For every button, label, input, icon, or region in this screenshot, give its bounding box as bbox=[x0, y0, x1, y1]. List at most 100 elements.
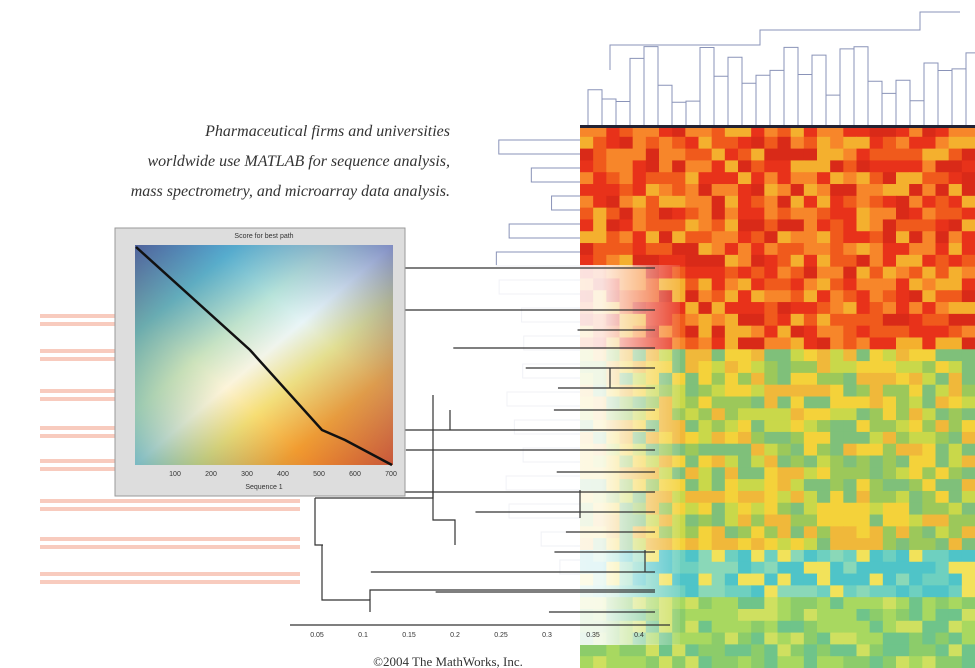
heat-cell bbox=[843, 184, 857, 196]
heat-cell bbox=[593, 231, 607, 243]
heat-cell bbox=[883, 397, 897, 409]
heat-cell bbox=[922, 219, 936, 231]
heat-cell bbox=[764, 491, 778, 503]
heat-cell bbox=[870, 255, 884, 267]
heat-cell bbox=[922, 137, 936, 149]
heat-cell bbox=[633, 243, 647, 255]
heat-cell bbox=[699, 644, 713, 656]
dendro-branch bbox=[952, 69, 966, 125]
heat-cell bbox=[699, 538, 713, 550]
heat-cell bbox=[817, 337, 831, 349]
sequence-bar bbox=[40, 580, 300, 584]
heat-cell bbox=[699, 420, 713, 432]
heat-cell bbox=[922, 656, 936, 668]
heat-cell bbox=[949, 420, 963, 432]
heat-cell bbox=[883, 278, 897, 290]
heat-cell bbox=[646, 172, 660, 184]
heat-cell bbox=[685, 361, 699, 373]
heat-cell bbox=[949, 290, 963, 302]
heat-cell bbox=[738, 609, 752, 621]
heat-cell bbox=[685, 644, 699, 656]
heat-cell bbox=[672, 149, 686, 161]
heat-cell bbox=[804, 290, 818, 302]
heat-cell bbox=[883, 219, 897, 231]
heat-cell bbox=[962, 444, 975, 456]
heat-cell bbox=[646, 196, 660, 208]
heat-cell bbox=[725, 633, 739, 645]
heat-cell bbox=[751, 231, 765, 243]
heat-cell bbox=[646, 656, 660, 668]
heat-cell bbox=[699, 397, 713, 409]
tree-tick-label: 0.05 bbox=[310, 632, 324, 639]
heat-cell bbox=[949, 172, 963, 184]
heat-cell bbox=[870, 208, 884, 220]
heat-cell bbox=[830, 349, 844, 361]
heat-cell bbox=[580, 243, 594, 255]
heat-cell bbox=[896, 208, 910, 220]
heat-cell bbox=[896, 467, 910, 479]
heat-cell bbox=[606, 172, 620, 184]
heat-cell bbox=[843, 644, 857, 656]
heat-cell bbox=[936, 361, 950, 373]
heat-cell bbox=[896, 349, 910, 361]
tree-tick-label: 0.1 bbox=[358, 632, 368, 639]
heat-cell bbox=[909, 562, 923, 574]
heat-cell bbox=[751, 633, 765, 645]
heat-cell bbox=[909, 420, 923, 432]
heat-cell bbox=[725, 479, 739, 491]
heat-cell bbox=[896, 149, 910, 161]
heat-cell bbox=[699, 408, 713, 420]
heat-cell bbox=[936, 349, 950, 361]
heat-cell bbox=[580, 160, 594, 172]
heat-cell bbox=[699, 550, 713, 562]
heat-cell bbox=[870, 456, 884, 468]
heat-cell bbox=[646, 208, 660, 220]
heat-cell bbox=[778, 149, 792, 161]
heat-cell bbox=[751, 515, 765, 527]
heat-cell bbox=[909, 267, 923, 279]
heat-cell bbox=[751, 467, 765, 479]
heat-cell bbox=[883, 597, 897, 609]
heat-cell bbox=[712, 621, 726, 633]
heat-cell bbox=[764, 196, 778, 208]
heat-cell bbox=[738, 550, 752, 562]
heat-cell bbox=[764, 137, 778, 149]
heat-cell bbox=[725, 278, 739, 290]
heat-cell bbox=[817, 196, 831, 208]
heat-cell bbox=[580, 149, 594, 161]
heat-cell bbox=[817, 574, 831, 586]
heat-cell bbox=[896, 479, 910, 491]
heat-cell bbox=[817, 515, 831, 527]
heat-cell bbox=[883, 208, 897, 220]
heat-cell bbox=[712, 219, 726, 231]
heat-cell bbox=[936, 219, 950, 231]
heat-cell bbox=[817, 373, 831, 385]
heat-cell bbox=[804, 597, 818, 609]
heat-cell bbox=[949, 479, 963, 491]
heat-cell bbox=[764, 420, 778, 432]
heat-cell bbox=[699, 621, 713, 633]
heat-cell bbox=[685, 290, 699, 302]
heat-cell bbox=[936, 526, 950, 538]
heat-cell bbox=[870, 420, 884, 432]
heat-cell bbox=[725, 491, 739, 503]
heat-cell bbox=[936, 184, 950, 196]
heat-cell bbox=[699, 302, 713, 314]
heat-cell bbox=[778, 302, 792, 314]
heat-cell bbox=[870, 479, 884, 491]
heat-cell bbox=[949, 208, 963, 220]
heat-cell bbox=[962, 515, 975, 527]
heat-cell bbox=[817, 420, 831, 432]
tree-tick-label: 0.2 bbox=[450, 632, 460, 639]
heat-cell bbox=[857, 585, 871, 597]
heat-cell bbox=[857, 444, 871, 456]
heat-cell bbox=[883, 456, 897, 468]
heat-cell bbox=[764, 550, 778, 562]
heat-cell bbox=[751, 314, 765, 326]
heat-cell bbox=[699, 385, 713, 397]
heat-cell bbox=[830, 420, 844, 432]
heat-cell bbox=[791, 172, 805, 184]
heat-cell bbox=[685, 349, 699, 361]
heat-cell bbox=[699, 208, 713, 220]
heat-cell bbox=[580, 208, 594, 220]
